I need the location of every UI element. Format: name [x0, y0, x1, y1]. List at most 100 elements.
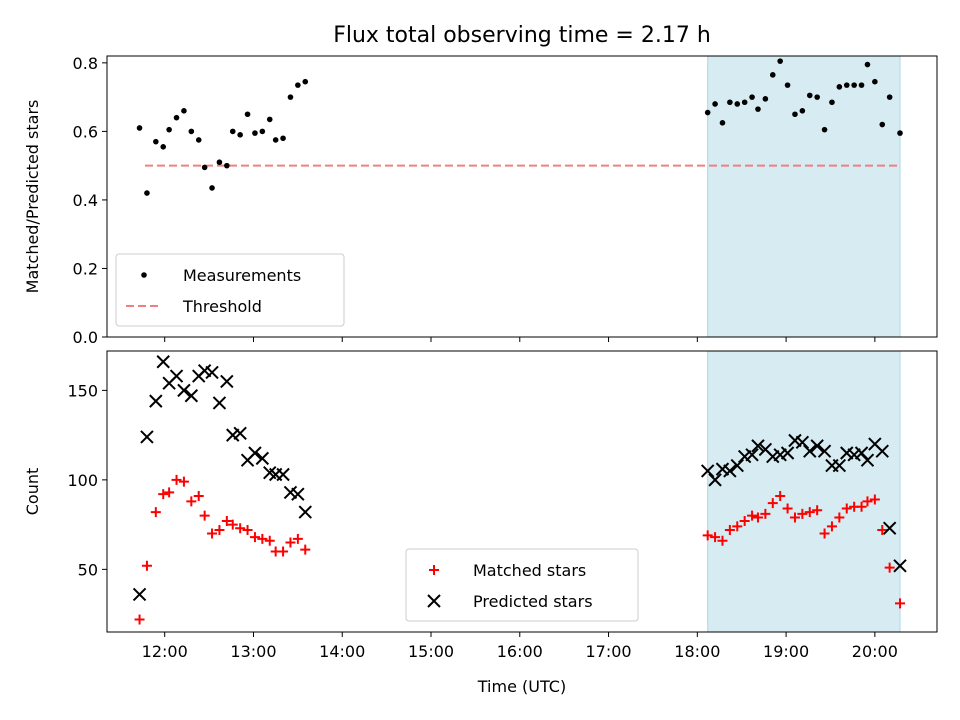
data-point	[229, 128, 236, 135]
data-point	[821, 126, 828, 133]
predicted-point	[291, 487, 305, 501]
predicted-point	[255, 451, 270, 466]
x-axis-label: Time (UTC)	[477, 677, 566, 696]
matched-point	[841, 503, 852, 514]
data-point	[829, 99, 835, 106]
data-point	[173, 114, 180, 121]
data-point	[704, 109, 711, 116]
predicted-point	[780, 446, 795, 460]
data-point	[886, 94, 893, 100]
data-point	[259, 128, 266, 135]
matched-point	[214, 524, 225, 535]
axes-frame	[106, 350, 938, 633]
matched-point	[171, 474, 182, 485]
predicted-point	[723, 464, 737, 478]
data-point	[858, 82, 865, 88]
data-point	[712, 101, 718, 107]
matched-point	[242, 524, 253, 535]
predicted-point	[298, 505, 312, 519]
bottom-panel: 50 100 150 12:00 13:00 14:00 15:00 16:00 17:00 18…	[23, 350, 938, 661]
predicted-point	[140, 430, 154, 444]
data-point	[792, 111, 798, 118]
matched-point	[186, 496, 197, 507]
y-tick-label: 50	[78, 560, 98, 579]
matched-point	[300, 544, 311, 555]
matched-point	[264, 535, 275, 546]
legend-marker	[141, 272, 147, 278]
matched-point	[782, 503, 793, 514]
matched-point	[826, 521, 837, 532]
legend: Matched stars Predicted stars	[405, 548, 639, 622]
matched-point	[797, 508, 808, 519]
matched-point	[819, 528, 830, 539]
highlight-span	[707, 55, 901, 338]
predicted-point	[803, 444, 817, 458]
matched-point	[199, 510, 210, 521]
data-point	[806, 92, 813, 99]
data-point	[272, 137, 279, 143]
y-tick-label: 0.2	[73, 259, 98, 278]
data-point	[755, 106, 761, 112]
axes-frame	[106, 55, 938, 338]
predicted-point	[817, 444, 832, 458]
data-point	[280, 135, 286, 142]
matched-point	[278, 546, 289, 557]
predicted-point	[248, 446, 262, 460]
data-point	[136, 125, 143, 131]
matched-point	[178, 476, 189, 487]
legend-box	[405, 548, 639, 622]
y-axis-label: Matched/Predicted stars	[23, 100, 42, 294]
matched-point	[134, 614, 145, 625]
data-point	[749, 94, 755, 100]
data-point	[166, 126, 172, 133]
predicted-point	[276, 467, 290, 482]
predicted-point	[751, 439, 765, 453]
data-point	[799, 108, 806, 114]
matched-point	[724, 524, 735, 535]
predicted-point	[177, 383, 191, 398]
predicted-point	[149, 394, 163, 408]
y-tick-label: 0.8	[73, 54, 98, 73]
matched-point	[884, 562, 895, 573]
predicted-point	[132, 587, 147, 602]
x-tick-label: 17:00	[585, 642, 631, 661]
y-tick-label: 0.4	[73, 191, 98, 210]
chart-title: Flux total observing time = 2.17 h	[333, 23, 711, 48]
data-point	[201, 164, 208, 171]
data-point	[181, 108, 187, 114]
matched-point	[221, 516, 232, 527]
matched-point	[150, 507, 161, 518]
predicted-point	[795, 435, 810, 449]
data-point	[209, 185, 215, 191]
data-point	[195, 137, 202, 143]
legend-label: Matched stars	[473, 561, 586, 580]
matched-point	[747, 510, 758, 521]
matched-point	[834, 512, 845, 523]
y-axis-label: Count	[23, 468, 42, 516]
x-tick-label: 13:00	[230, 642, 276, 661]
legend-label: Threshold	[182, 297, 262, 316]
predicted-point	[875, 444, 889, 458]
data-point	[851, 82, 857, 88]
predicted-point	[708, 473, 722, 487]
matched-point	[869, 494, 880, 505]
predicted-point	[156, 355, 170, 369]
data-point	[769, 72, 776, 78]
predicted-point	[212, 396, 227, 410]
data-point	[216, 159, 223, 166]
matched-point	[804, 507, 815, 518]
predicted-point	[233, 426, 247, 441]
matched-point	[752, 512, 763, 523]
data-point	[188, 128, 195, 135]
predicted-point	[745, 448, 759, 462]
x-tick-label: 18:00	[674, 642, 720, 661]
data-point	[843, 82, 850, 88]
matched-point	[710, 532, 721, 543]
predicted-point	[893, 559, 907, 573]
x-tick-label: 12:00	[142, 642, 188, 661]
predicted-point	[730, 458, 744, 473]
predicted-point	[810, 439, 824, 453]
data-point	[302, 78, 309, 85]
data-point	[897, 130, 903, 136]
